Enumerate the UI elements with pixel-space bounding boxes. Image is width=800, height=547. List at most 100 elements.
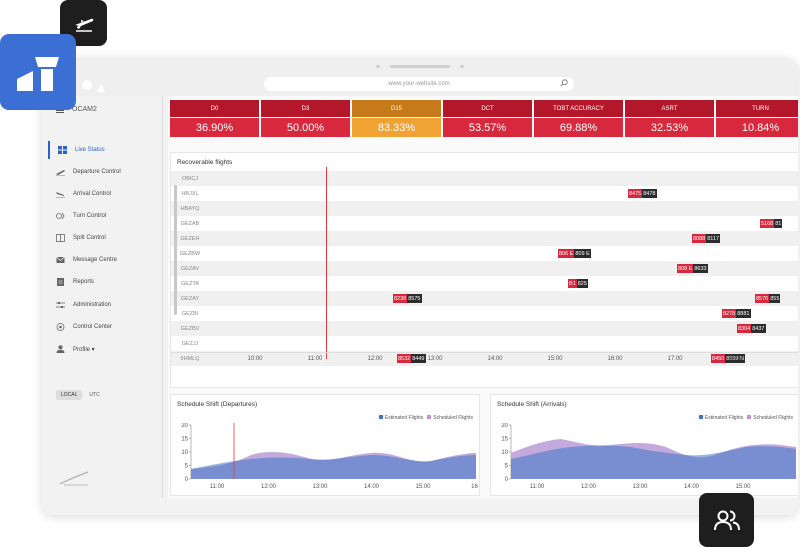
gantt-row-label: GEZAB — [180, 220, 200, 227]
flight-block[interactable]: 5168 81 — [760, 219, 783, 228]
gantt-row: GEZAY — [171, 291, 798, 306]
flight-block[interactable]: 8576 855 — [755, 294, 781, 303]
sidebar-item-administration[interactable]: Administration — [48, 296, 163, 314]
gantt-row-label: HBAYQ — [180, 205, 200, 212]
flight-number-next: 8359 N — [725, 354, 745, 363]
control-tower-icon — [17, 57, 59, 91]
sidebar-item-live-status[interactable]: Live Status — [48, 141, 163, 159]
kpi-value: 36.90% — [170, 118, 259, 137]
y-tick-label: 0 — [505, 477, 509, 483]
sidebar-item-reports[interactable]: Reports — [48, 273, 163, 291]
user-icon — [56, 345, 65, 353]
sidebar-item-label: Administration — [73, 302, 112, 308]
flight-block[interactable]: B1 825 — [568, 279, 588, 288]
arrivals-area-chart: 20 15 10 5 0 11:00 12:00 13:00 14:00 15:00 — [501, 423, 796, 490]
departures-area-chart: 20 15 10 5 0 11:00 12:00 13:00 14:00 15:00 16 — [181, 423, 478, 490]
browser-window: www.your-website.com OCAM2 Live Status De… — [42, 58, 798, 515]
kpi-tile-d15[interactable]: D15 83.33% — [352, 100, 441, 138]
gantt-tick-label: 10:00 — [247, 356, 263, 362]
flight-number-delayed: B1 — [568, 279, 577, 288]
kpi-tile-d0[interactable]: D0 36.90% — [170, 100, 259, 138]
gantt-row: GEZBV — [171, 321, 798, 336]
sidebar-item-profile[interactable]: Profile ▾ — [48, 340, 163, 358]
x-tick-label: 12:00 — [261, 484, 277, 490]
flight-block[interactable]: 806 E 809 E — [558, 249, 591, 258]
x-tick-label: 14:00 — [684, 484, 700, 490]
window-control-dot[interactable] — [82, 80, 92, 90]
kpi-value: 53.57% — [443, 118, 532, 137]
kpi-strip: D0 36.90% D3 50.00% D15 83.33% DCT 53.57% TOBT A… — [170, 100, 798, 138]
address-text: www.your-website.com — [388, 81, 450, 87]
estimated-flights-area — [511, 445, 796, 479]
users-icon — [713, 510, 740, 531]
gantt-row: GEZAB — [171, 216, 798, 231]
sidebar-item-control-center[interactable]: Control Center — [48, 318, 163, 336]
kpi-tile-d3[interactable]: D3 50.00% — [261, 100, 350, 138]
flight-block[interactable]: 8475 8478 — [628, 189, 657, 198]
gantt-row-label: 9HMLQ — [180, 355, 200, 362]
gantt-row: OBICJ — [171, 171, 798, 186]
flight-block[interactable]: 8238 8575 — [393, 294, 422, 303]
chart-legend: Estimated Flights Scheduled Flights — [378, 415, 473, 421]
flight-block[interactable]: 8278 8881 — [722, 309, 751, 318]
y-tick-label: 15 — [181, 437, 188, 443]
flight-block[interactable]: 8304 8437 — [737, 324, 766, 333]
flight-number-next: 8437 — [751, 324, 766, 333]
flight-number-delayed: 8238 — [393, 294, 408, 303]
timezone-utc[interactable]: UTC — [89, 392, 100, 398]
flight-block[interactable]: 8532 8449 — [397, 354, 426, 363]
gantt-tick-label: 11:00 — [307, 356, 323, 362]
flight-number-next: 8478 — [642, 189, 657, 198]
recoverable-flights-panel: Recoverable flights OBICJ HBJXL HBAYQ GEZAB… — [170, 152, 798, 388]
flight-number-delayed: 8532 — [397, 354, 412, 363]
kpi-label: D3 — [261, 100, 350, 117]
sidebar-item-departure-control[interactable]: Departure Control — [48, 163, 163, 181]
control-tower-badge — [0, 34, 76, 110]
sliders-icon — [56, 302, 65, 308]
flight-number-next: 825 — [576, 279, 588, 288]
sidebar-item-turn-control[interactable]: Turn Control — [48, 207, 163, 225]
timezone-local[interactable]: LOCAL — [56, 390, 83, 400]
sidebar-item-message-centre[interactable]: Message Centre — [48, 251, 163, 269]
flight-block[interactable]: 808 E 8633 — [677, 264, 708, 273]
timezone-toggle: LOCAL UTC — [56, 390, 105, 400]
flight-block[interactable]: 8088 8117 — [692, 234, 721, 243]
window-control-triangle[interactable] — [96, 80, 106, 92]
camera-dot — [376, 65, 380, 68]
gantt-scrollbar[interactable] — [174, 185, 177, 315]
y-tick-label: 5 — [505, 464, 509, 470]
kpi-tile-turn[interactable]: TURN 10.84% — [716, 100, 798, 138]
x-tick-label: 11:00 — [530, 484, 545, 490]
kpi-tile-dct[interactable]: DCT 53.57% — [443, 100, 532, 138]
gantt-row-label: GEZEH — [180, 235, 200, 242]
search-icon[interactable] — [560, 79, 568, 87]
gantt-time-axis: 10:00 11:00 12:00 13:00 14:00 15:00 16:00 17:00… — [171, 352, 798, 364]
kpi-tile-tobt-accuracy[interactable]: TOBT ACCURACY 69.88% — [534, 100, 623, 138]
kpi-label: TURN — [716, 100, 798, 117]
split-icon — [56, 234, 65, 242]
sidebar-item-split-control[interactable]: Split Control — [48, 229, 163, 247]
gantt-row: 9HMLQ — [171, 351, 798, 366]
sidebar-item-label: Message Centre — [73, 257, 118, 263]
sidebar-item-label: Departure Control — [73, 169, 121, 175]
users-badge — [699, 493, 754, 547]
flight-number-next: 8449 — [411, 354, 426, 363]
flight-block[interactable]: 8450 8359 N — [711, 354, 745, 363]
sidebar-item-arrival-control[interactable]: Arrival Control — [48, 185, 163, 203]
flight-number-delayed: 5168 — [760, 219, 775, 228]
x-tick-label: 15:00 — [415, 484, 431, 490]
y-tick-label: 10 — [181, 450, 188, 456]
x-tick-label: 15:00 — [735, 484, 751, 490]
main-content: D0 36.90% D3 50.00% D15 83.33% DCT 53.57% TOBT A… — [168, 96, 798, 498]
report-icon — [57, 278, 64, 286]
flight-number-next: 8117 — [706, 234, 721, 243]
sidebar-item-label: Turn Control — [73, 213, 107, 219]
address-bar[interactable]: www.your-website.com — [264, 77, 574, 91]
x-tick-label: 16 — [471, 484, 478, 490]
kpi-label: ASRT — [625, 100, 714, 117]
turn-icon — [56, 212, 65, 220]
kpi-tile-asrt[interactable]: ASRT 32.53% — [625, 100, 714, 138]
x-tick-label: 13:00 — [312, 484, 328, 490]
legend-scheduled: Scheduled Flights — [747, 415, 793, 421]
kpi-value: 50.00% — [261, 118, 350, 137]
